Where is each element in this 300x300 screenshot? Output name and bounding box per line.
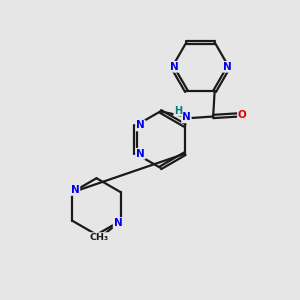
Text: O: O [238,110,247,120]
Text: N: N [136,149,145,159]
Text: N: N [114,218,122,228]
Text: N: N [170,62,179,72]
Text: N: N [223,62,232,72]
Text: H: H [174,106,182,116]
Text: N: N [182,112,191,122]
Text: N: N [136,121,145,130]
Text: CH₃: CH₃ [90,233,109,242]
Text: N: N [70,185,80,195]
